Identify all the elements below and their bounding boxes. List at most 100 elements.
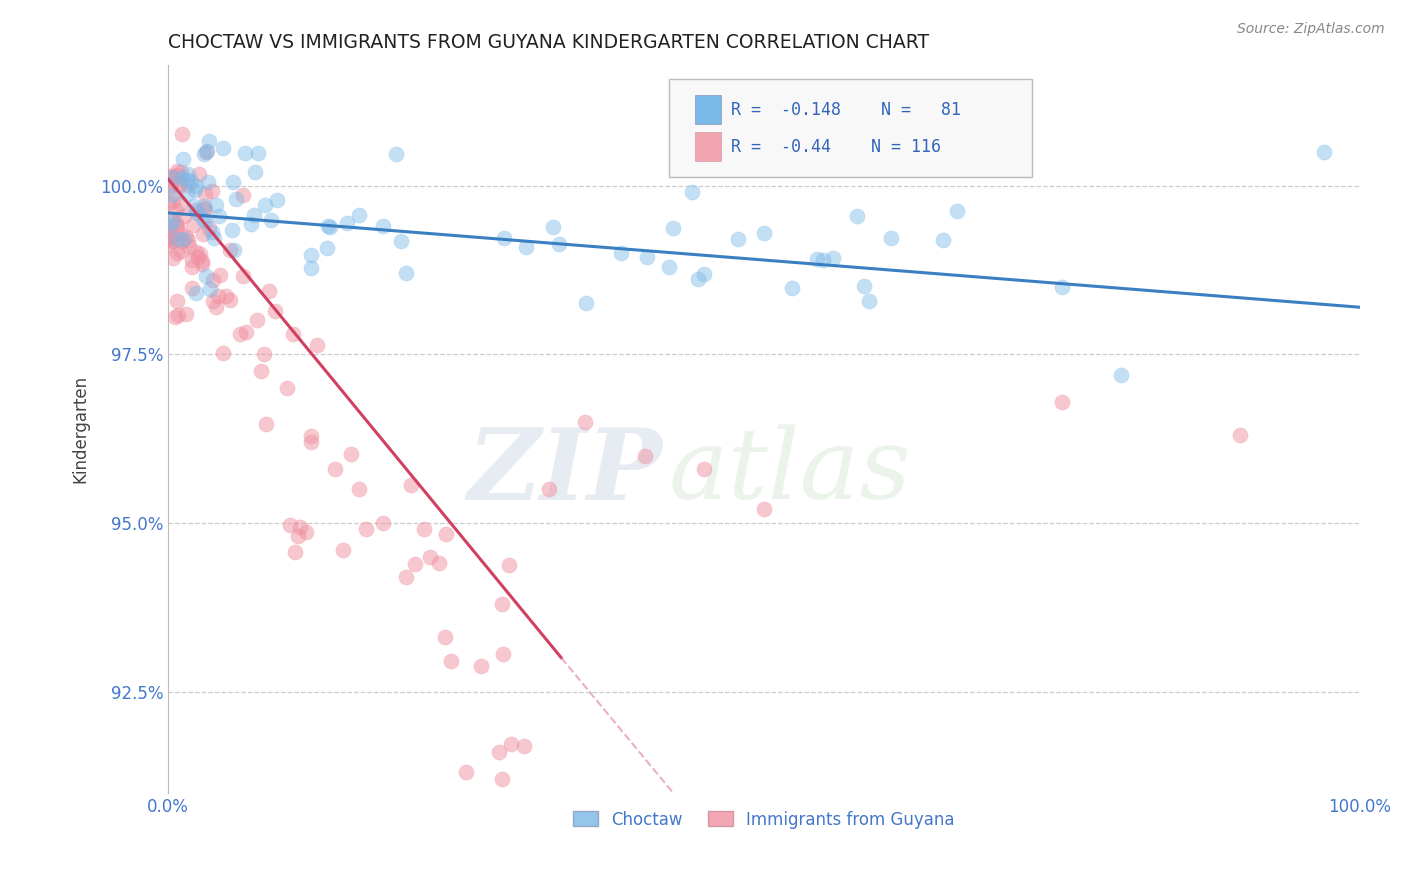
Point xyxy=(215,288,238,302)
Point xyxy=(488,745,510,759)
Point xyxy=(434,527,457,541)
Point xyxy=(946,204,969,219)
Point xyxy=(235,326,257,340)
Point xyxy=(219,293,242,307)
Point xyxy=(395,570,418,584)
Point xyxy=(177,234,200,248)
Point xyxy=(176,178,198,193)
Point xyxy=(191,254,214,268)
Point xyxy=(157,196,180,211)
Text: CHOCTAW VS IMMIGRANTS FROM GUYANA KINDERGARTEN CORRELATION CHART: CHOCTAW VS IMMIGRANTS FROM GUYANA KINDER… xyxy=(169,33,929,52)
Point xyxy=(299,435,322,450)
Point xyxy=(193,202,215,217)
Point xyxy=(183,198,205,212)
Point xyxy=(184,179,207,194)
Point xyxy=(170,244,193,258)
Point xyxy=(254,198,277,212)
Point xyxy=(194,202,217,217)
Text: R =  -0.44    N = 116: R = -0.44 N = 116 xyxy=(731,137,941,155)
Point xyxy=(181,281,204,295)
Point xyxy=(287,529,309,543)
Point xyxy=(174,230,197,244)
Point xyxy=(384,147,406,161)
Point xyxy=(371,516,394,530)
Point xyxy=(208,268,231,282)
Point xyxy=(389,234,412,248)
Point xyxy=(278,517,301,532)
Point xyxy=(404,557,426,571)
Bar xyxy=(695,95,721,124)
Point xyxy=(204,198,226,212)
Point xyxy=(201,225,224,239)
Bar xyxy=(695,132,721,161)
Point xyxy=(167,308,190,322)
Point xyxy=(176,307,198,321)
Point xyxy=(162,169,184,184)
Point xyxy=(202,231,225,245)
Point xyxy=(693,267,716,281)
Point xyxy=(513,739,536,754)
Point xyxy=(245,164,267,178)
Point xyxy=(180,252,202,267)
Point xyxy=(218,244,240,258)
Point xyxy=(1050,394,1073,409)
Point xyxy=(177,167,200,181)
Point xyxy=(195,144,218,158)
Point xyxy=(198,134,221,148)
Point xyxy=(427,556,450,570)
Point xyxy=(195,145,218,159)
Point xyxy=(693,462,716,476)
Point xyxy=(222,243,245,257)
Point xyxy=(201,185,224,199)
Point xyxy=(172,128,194,142)
Point xyxy=(806,252,828,266)
Point xyxy=(727,232,749,246)
Point xyxy=(492,647,515,661)
Point xyxy=(188,247,211,261)
Point xyxy=(316,241,339,255)
Point xyxy=(252,347,274,361)
Point xyxy=(165,216,187,230)
Point xyxy=(166,294,188,309)
Point xyxy=(169,226,191,240)
Point xyxy=(852,279,875,293)
Point xyxy=(413,522,436,536)
Point xyxy=(752,226,775,240)
Point xyxy=(180,174,202,188)
Point xyxy=(170,170,193,185)
Point xyxy=(162,214,184,228)
Point xyxy=(165,219,187,234)
Point xyxy=(207,288,229,302)
Point xyxy=(1313,145,1336,160)
Point xyxy=(276,381,298,395)
Point xyxy=(179,239,201,253)
Point xyxy=(813,253,835,268)
Point xyxy=(250,364,273,378)
Point xyxy=(260,213,283,227)
Point xyxy=(159,180,181,194)
Legend: Choctaw, Immigrants from Guyana: Choctaw, Immigrants from Guyana xyxy=(567,804,962,835)
Point xyxy=(257,284,280,298)
Point xyxy=(491,597,513,611)
Point xyxy=(356,522,378,536)
Point xyxy=(160,212,183,227)
Point xyxy=(181,260,204,274)
Point xyxy=(191,227,214,241)
Point xyxy=(159,178,181,192)
Point xyxy=(166,245,188,260)
Point xyxy=(232,188,254,202)
Point xyxy=(254,417,277,432)
Point xyxy=(780,280,803,294)
Point xyxy=(823,251,845,265)
Point xyxy=(162,234,184,248)
Point xyxy=(184,183,207,197)
Point xyxy=(501,737,523,751)
Point xyxy=(233,145,256,160)
Point xyxy=(347,482,370,496)
Point xyxy=(166,232,188,246)
Point xyxy=(157,228,180,243)
Point xyxy=(232,268,254,283)
Point xyxy=(340,447,363,461)
Point xyxy=(157,171,180,186)
Point xyxy=(184,203,207,218)
